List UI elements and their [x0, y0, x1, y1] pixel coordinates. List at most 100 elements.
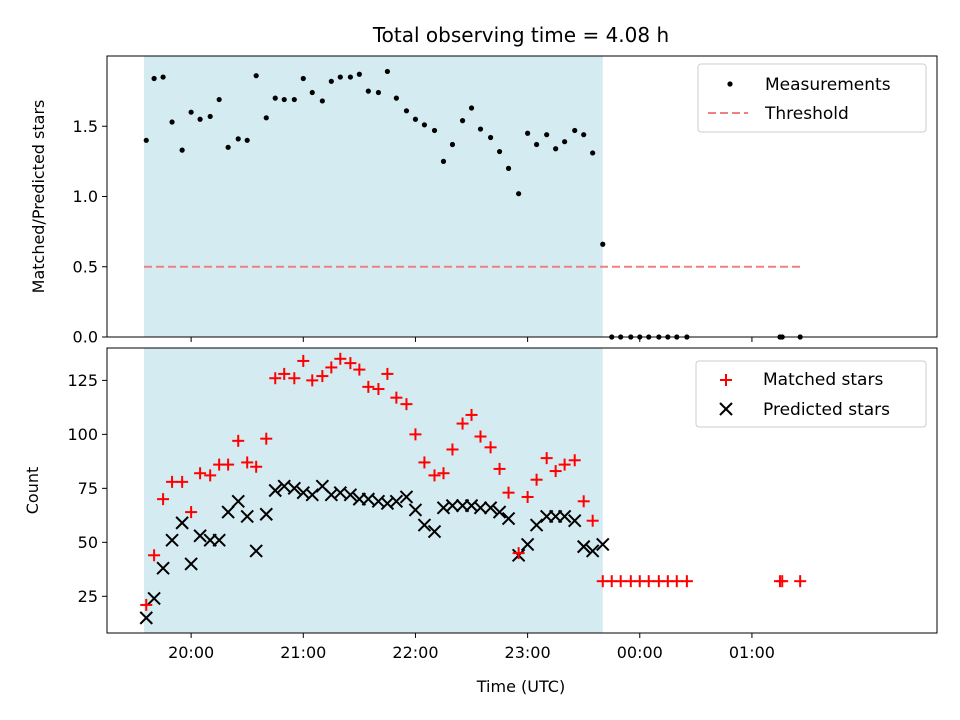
matched-point — [558, 458, 571, 471]
predicted-point — [343, 488, 358, 502]
bottom-y-ticks: 25 50 75 100 125 — [67, 371, 107, 606]
measurement-point — [431, 127, 438, 134]
measurement-point — [160, 74, 166, 80]
measurement-point — [263, 115, 269, 121]
matched-point — [222, 458, 235, 471]
matched-point — [530, 473, 543, 486]
matched-point — [157, 493, 170, 506]
top-y-ticks: 0.0 0.5 1.0 1.5 — [73, 117, 107, 347]
predicted-point — [240, 509, 254, 524]
measurement-point — [225, 144, 231, 150]
matched-point — [176, 475, 189, 488]
predicted-point — [333, 485, 348, 500]
matched-point — [204, 469, 217, 482]
x-axis-label: Time (UTC) — [476, 677, 565, 696]
bottom-x-ticks: 20:00 21:00 22:00 23:00 00:00 01:00 — [168, 633, 775, 662]
measurement-point — [468, 105, 475, 111]
matched-point — [794, 575, 807, 588]
predicted-point — [483, 501, 498, 515]
measurement-point — [505, 165, 512, 171]
y-tick-label: 25 — [78, 587, 98, 606]
measurement-point — [496, 148, 503, 155]
matched-point — [521, 490, 534, 503]
predicted-point — [165, 533, 179, 547]
predicted-point — [184, 557, 198, 571]
y-tick-label: 50 — [78, 533, 98, 552]
matched-point — [465, 408, 478, 421]
measurement-point — [151, 75, 157, 82]
matched-point — [353, 363, 366, 376]
measurement-point — [544, 132, 550, 138]
predicted-point — [221, 505, 235, 519]
predicted-point — [268, 483, 282, 498]
measurement-points — [143, 68, 803, 340]
predicted-point — [156, 561, 170, 575]
measurement-point — [403, 108, 410, 114]
measurement-point — [393, 95, 399, 101]
measurement-point — [309, 89, 315, 96]
measurement-point — [487, 134, 494, 141]
top-y-axis-label: Matched/Predicted stars — [29, 100, 48, 294]
predicted-point — [277, 479, 291, 493]
predicted-point — [259, 507, 273, 521]
matched-point — [456, 417, 469, 430]
y-tick-label: 0.5 — [73, 257, 98, 276]
predicted-point — [305, 488, 319, 502]
legend-predicted-marker — [719, 402, 733, 416]
x-tick-label: 23:00 — [505, 643, 551, 662]
matched-point — [344, 357, 357, 370]
matched-point — [260, 432, 273, 445]
y-tick-label: 1.5 — [73, 117, 98, 136]
measurement-point — [440, 158, 447, 164]
y-tick-label: 0.0 — [73, 328, 98, 347]
measurement-point — [281, 96, 287, 103]
predicted-point — [501, 511, 516, 526]
measurement-point — [525, 130, 531, 136]
legend-measurement-marker — [727, 81, 733, 87]
matched-point — [493, 462, 506, 475]
matched-point — [642, 575, 655, 588]
matched-point — [400, 398, 413, 411]
matched-point — [428, 469, 441, 482]
matched-point — [549, 465, 562, 478]
x-tick-label: 21:00 — [280, 643, 326, 662]
x-tick-label: 20:00 — [168, 643, 214, 662]
matched-point — [148, 549, 161, 562]
measurement-point — [356, 71, 362, 77]
matched-point — [776, 575, 789, 588]
matched-point — [614, 575, 627, 588]
measurement-point — [553, 146, 559, 152]
matched-point — [540, 452, 553, 465]
matched-point — [484, 441, 497, 454]
legend-matched-marker — [720, 374, 732, 386]
x-tick-label: 22:00 — [392, 643, 438, 662]
predicted-point — [492, 505, 507, 519]
measurement-point — [216, 96, 222, 103]
measurement-point — [516, 191, 522, 197]
predicted-point — [193, 529, 207, 543]
legend-measurements-label: Measurements — [765, 75, 891, 95]
bottom-y-axis-label: Count — [23, 467, 42, 515]
matched-point — [409, 428, 422, 441]
predicted-point — [427, 524, 442, 539]
matched-point — [185, 506, 198, 519]
matched-point — [512, 547, 525, 560]
predicted-point — [520, 537, 535, 552]
measurement-point — [319, 98, 325, 104]
predicted-point — [139, 611, 153, 625]
matched-points — [140, 352, 807, 611]
matched-point — [372, 383, 385, 396]
predicted-point — [473, 501, 488, 515]
measurement-point — [572, 127, 578, 134]
predicted-point — [212, 533, 226, 547]
matched-point — [250, 460, 263, 473]
matched-point — [325, 361, 338, 374]
top-legend: Measurements Threshold — [697, 63, 927, 133]
measurement-point — [562, 139, 568, 145]
measurement-point — [169, 119, 175, 125]
matched-point — [577, 495, 590, 508]
matched-point — [194, 467, 207, 480]
measurement-point — [300, 75, 306, 82]
matched-point — [232, 434, 245, 447]
